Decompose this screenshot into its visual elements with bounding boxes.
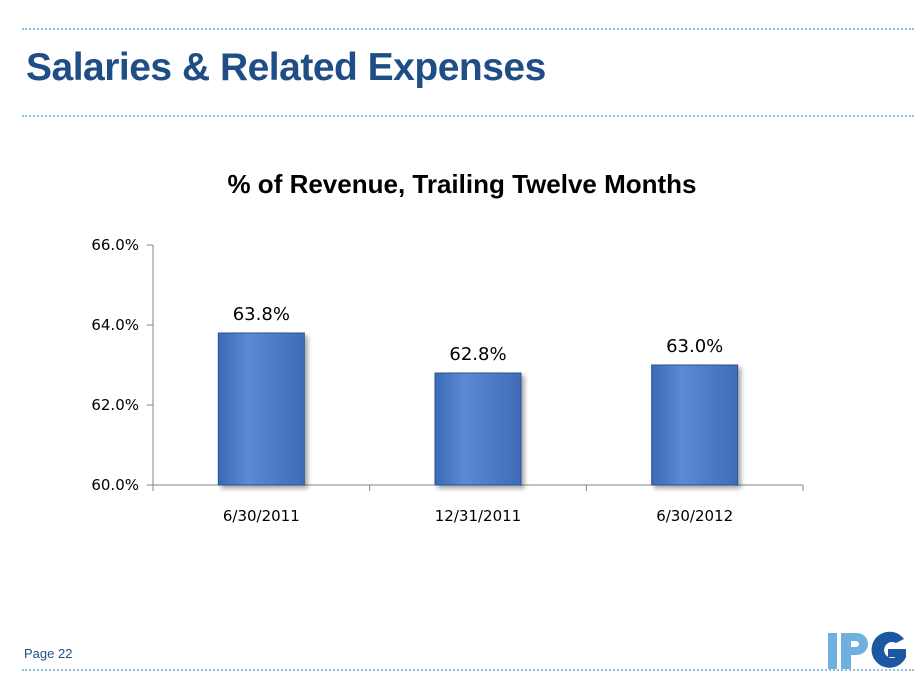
slide-title: Salaries & Related Expenses xyxy=(26,46,546,89)
data-label: 63.8% xyxy=(233,304,290,325)
chart-title: % of Revenue, Trailing Twelve Months xyxy=(227,169,696,199)
y-tick-label: 64.0% xyxy=(91,316,139,334)
logo-g xyxy=(871,631,906,668)
bar xyxy=(434,372,522,486)
data-label: 63.0% xyxy=(666,336,723,357)
y-tick-label: 66.0% xyxy=(91,236,139,254)
logo-p xyxy=(841,633,868,669)
title-dotted-rule xyxy=(22,115,914,117)
page-number: Page 22 xyxy=(24,646,73,661)
ipg-logo xyxy=(828,631,906,669)
chart-bars xyxy=(217,332,739,486)
logo-i xyxy=(828,633,837,669)
y-tick-label: 62.0% xyxy=(91,396,139,414)
chart-labels: 63.8% 6/30/2011 62.8% 12/31/2011 63.0% 6/30/2… xyxy=(223,304,733,525)
bottom-dotted-rule xyxy=(22,669,914,671)
y-tick-label: 60.0% xyxy=(91,476,139,494)
bar-chart: % of Revenue, Trailing Twelve Months 60.… xyxy=(91,169,804,525)
x-tick-label: 6/30/2012 xyxy=(656,507,733,525)
x-tick-label: 12/31/2011 xyxy=(435,507,521,525)
data-label: 62.8% xyxy=(449,344,506,365)
top-dotted-rule xyxy=(22,28,914,30)
bar xyxy=(217,332,305,486)
x-tick-label: 6/30/2011 xyxy=(223,507,300,525)
bar xyxy=(651,364,739,486)
